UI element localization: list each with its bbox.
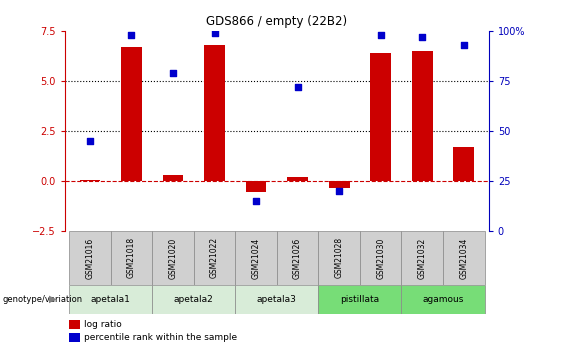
Bar [69, 333, 80, 342]
Bar [319, 285, 402, 314]
Text: GSM21034: GSM21034 [459, 237, 468, 278]
Text: GSM21030: GSM21030 [376, 237, 385, 278]
Text: GSM21022: GSM21022 [210, 237, 219, 278]
Text: GSM21028: GSM21028 [334, 237, 344, 278]
Point [293, 84, 302, 90]
Bar [235, 285, 319, 314]
Bar [277, 231, 319, 285]
Text: apetala2: apetala2 [174, 295, 214, 304]
Bar [152, 231, 194, 285]
Bar [69, 285, 152, 314]
Text: apetala1: apetala1 [91, 295, 131, 304]
Text: GSM21018: GSM21018 [127, 237, 136, 278]
Point [127, 32, 136, 38]
Bar [319, 231, 360, 285]
Point [376, 32, 385, 38]
Bar [402, 231, 443, 285]
Point [168, 70, 177, 76]
Text: agamous: agamous [423, 295, 464, 304]
Text: apetala3: apetala3 [257, 295, 297, 304]
Point [210, 30, 219, 36]
Bar [69, 231, 111, 285]
Bar [121, 47, 142, 181]
Text: GSM21020: GSM21020 [168, 237, 177, 278]
Text: GSM21026: GSM21026 [293, 237, 302, 278]
Text: ▶: ▶ [49, 294, 56, 304]
Point [459, 42, 468, 48]
Bar [163, 175, 184, 181]
Bar [329, 181, 350, 188]
Text: genotype/variation: genotype/variation [3, 295, 83, 304]
Bar [204, 45, 225, 181]
Bar [370, 53, 391, 181]
Bar [152, 285, 235, 314]
Bar [287, 177, 308, 181]
Text: pistillata: pistillata [340, 295, 380, 304]
Point [418, 34, 427, 40]
Bar [360, 231, 402, 285]
Text: percentile rank within the sample: percentile rank within the sample [84, 333, 237, 342]
Bar [235, 231, 277, 285]
Text: GSM21016: GSM21016 [85, 237, 94, 278]
Bar [412, 51, 433, 181]
Text: GSM21032: GSM21032 [418, 237, 427, 278]
Bar [80, 180, 101, 181]
Bar [443, 231, 485, 285]
Bar [111, 231, 152, 285]
Text: log ratio: log ratio [84, 320, 122, 329]
Bar [453, 147, 474, 181]
Title: GDS866 / empty (22B2): GDS866 / empty (22B2) [206, 16, 347, 29]
Text: GSM21024: GSM21024 [251, 237, 260, 278]
Bar [246, 181, 267, 192]
Bar [69, 320, 80, 329]
Point [85, 138, 94, 144]
Bar [402, 285, 485, 314]
Bar [194, 231, 235, 285]
Point [251, 198, 260, 204]
Point [334, 188, 344, 194]
